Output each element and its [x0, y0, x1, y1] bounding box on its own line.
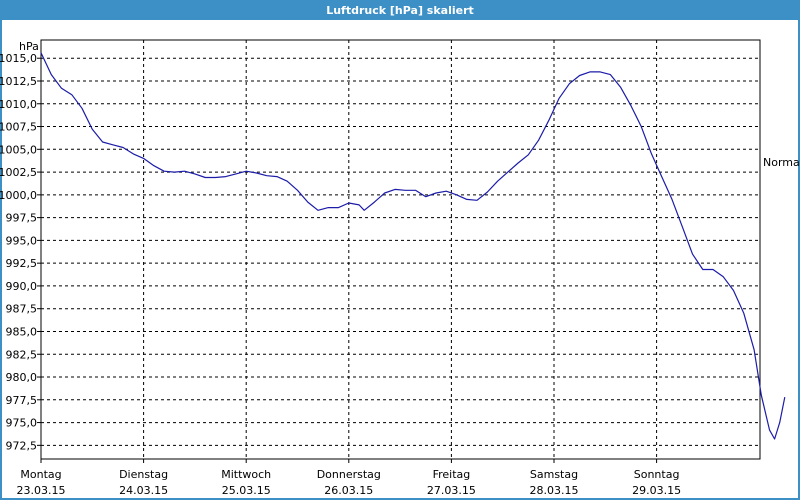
- y-tick-label: 1007,5: [0, 121, 37, 134]
- y-tick-label: 980,0: [6, 371, 38, 384]
- x-tick-day-label: Freitag: [433, 468, 471, 481]
- x-tick-day-label: Donnerstag: [317, 468, 381, 481]
- y-axis-ticks: 1015,0 1012,5 1010,0 1007,5 1005,0 1002,5 1000…: [0, 52, 37, 452]
- grid-lines: [37, 40, 760, 463]
- x-tick-date-label: 28.03.15: [530, 484, 579, 497]
- y-tick-label: 990,0: [6, 280, 38, 293]
- x-tick-day-label: Samstag: [530, 468, 578, 481]
- x-tick-date-label: 29.03.15: [632, 484, 681, 497]
- x-tick-day-label: Sonntag: [634, 468, 680, 481]
- x-tick-day-label: Montag: [20, 468, 61, 481]
- y-tick-label: 992,5: [6, 257, 38, 270]
- x-tick-date-label: 24.03.15: [119, 484, 168, 497]
- normal-reference-label: Normal: [763, 156, 800, 169]
- y-tick-label: 982,5: [6, 348, 38, 361]
- x-axis-ticks: Montag 23.03.15 Dienstag 24.03.15 Mittwoch 25…: [17, 468, 682, 497]
- chart-frame: [0, 20, 800, 500]
- x-tick-day-label: Dienstag: [119, 468, 168, 481]
- y-tick-label: 1012,5: [0, 75, 37, 88]
- pressure-series-line: [40, 52, 786, 440]
- x-tick-date-label: 23.03.15: [17, 484, 66, 497]
- y-tick-label: 975,0: [6, 417, 38, 430]
- y-tick-label: 987,5: [6, 303, 38, 316]
- y-tick-label: 1000,0: [0, 189, 37, 202]
- y-tick-label: 985,0: [6, 325, 38, 338]
- y-axis-unit-label: hPa: [19, 40, 39, 53]
- y-tick-label: 972,5: [6, 439, 38, 452]
- chart-title: Luftdruck [hPa] skaliert: [326, 3, 474, 17]
- series-layer: [40, 52, 786, 440]
- y-tick-label: 1005,0: [0, 143, 37, 156]
- y-tick-label: 995,0: [6, 234, 38, 247]
- y-tick-label: 997,5: [6, 212, 38, 225]
- x-tick-date-label: 27.03.15: [427, 484, 476, 497]
- y-tick-label: 1002,5: [0, 166, 37, 179]
- x-tick-day-label: Mittwoch: [221, 468, 271, 481]
- chart-title-bar: Luftdruck [hPa] skaliert: [0, 0, 800, 20]
- y-tick-label: 1010,0: [0, 98, 37, 111]
- x-tick-date-label: 25.03.15: [222, 484, 271, 497]
- y-tick-label: 1015,0: [0, 52, 37, 65]
- plot-area-border: [40, 39, 761, 460]
- y-tick-label: 977,5: [6, 394, 38, 407]
- x-tick-date-label: 26.03.15: [324, 484, 373, 497]
